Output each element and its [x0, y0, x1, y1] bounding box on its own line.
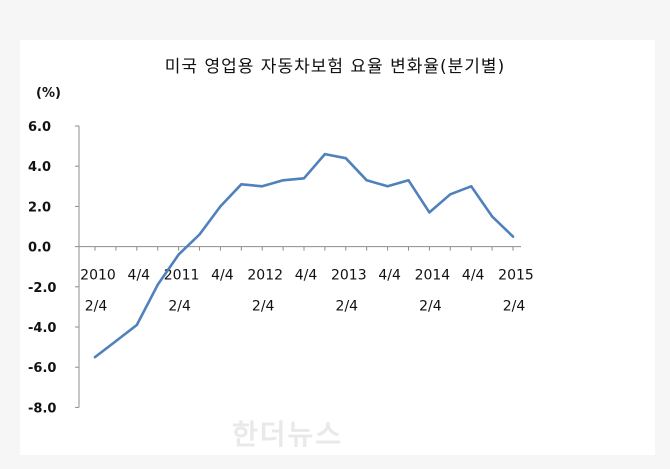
data-point	[302, 177, 306, 180]
y-axis-unit: (%)	[36, 86, 61, 101]
y-tick-label: -8.0	[28, 401, 56, 416]
x-tick-label: 4/4	[128, 268, 151, 284]
y-tick-label: 0.0	[28, 241, 51, 256]
data-point	[219, 205, 222, 208]
x-tick-sublabel: 2/4	[503, 299, 526, 315]
y-tick-label: -6.0	[28, 361, 56, 376]
data-point	[93, 355, 97, 359]
data-point	[490, 215, 494, 218]
data-point	[198, 233, 201, 236]
x-tick-label: 2014	[415, 268, 451, 284]
y-tick-label: -4.0	[28, 321, 56, 336]
data-point	[323, 152, 327, 156]
x-tick-label: 2013	[331, 268, 367, 284]
y-tick-label: -2.0	[28, 281, 56, 296]
data-point	[428, 211, 431, 214]
series-line	[93, 152, 515, 359]
y-tick-label: 6.0	[28, 120, 51, 135]
chart-title: 미국 영업용 자동차보험 요율 변화율(분기별)	[164, 57, 506, 77]
data-point	[344, 156, 347, 160]
data-point	[135, 323, 138, 327]
x-tick-sublabel: 2/4	[85, 299, 108, 315]
data-point	[261, 185, 264, 188]
x-tick-sublabel: 2/4	[419, 299, 442, 315]
data-point	[156, 283, 159, 286]
x-tick-label: 4/4	[378, 268, 401, 284]
x-tick-label: 4/4	[462, 268, 485, 284]
data-point	[511, 235, 515, 238]
x-tick-label: 2010	[80, 268, 116, 284]
x-tick-label: 2011	[164, 268, 200, 284]
data-point	[470, 185, 473, 188]
data-point	[449, 193, 452, 196]
x-tick-sublabel: 2/4	[252, 299, 275, 315]
data-point	[281, 179, 285, 182]
data-point	[114, 339, 118, 343]
watermark-logo: 한더뉴스	[232, 418, 344, 451]
data-point	[365, 179, 368, 182]
x-tick-label: 4/4	[295, 268, 318, 284]
x-tick-label: 2015	[498, 268, 534, 284]
x-tick-sublabel: 2/4	[336, 299, 359, 315]
data-point	[407, 179, 410, 182]
y-tick-label: 4.0	[28, 160, 51, 175]
y-tick-label: 2.0	[28, 200, 51, 215]
x-tick-label: 2012	[247, 268, 283, 284]
data-point	[177, 253, 180, 256]
x-tick-sublabel: 2/4	[168, 299, 191, 315]
data-point	[240, 183, 243, 186]
chart-plot-panel	[20, 40, 655, 455]
x-tick-label: 4/4	[211, 268, 234, 284]
data-point	[386, 185, 389, 188]
